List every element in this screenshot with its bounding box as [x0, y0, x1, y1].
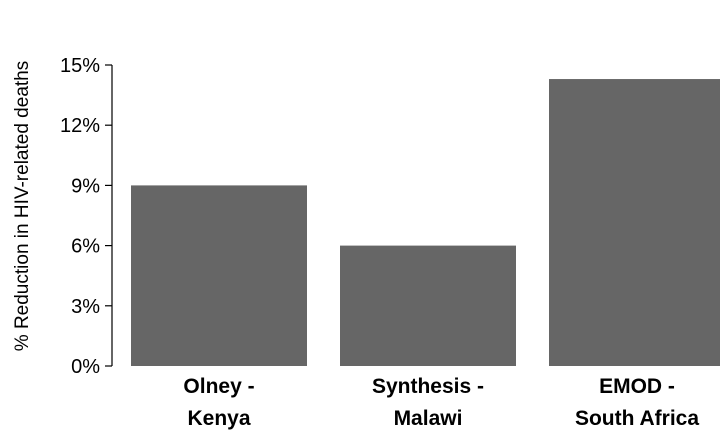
- y-axis-title: % Reduction in HIV-related deaths: [12, 61, 33, 351]
- y-tick-label: 0%: [71, 356, 100, 378]
- bar: [340, 245, 516, 366]
- x-tick-label: EMOD -: [599, 375, 675, 398]
- y-tick-label: 9%: [71, 175, 100, 197]
- y-tick-label: 12%: [60, 115, 100, 137]
- bar: [549, 79, 720, 367]
- bars: [131, 79, 720, 367]
- x-tick-label: South Africa: [575, 407, 699, 430]
- x-tick-label: Olney -: [183, 375, 254, 398]
- y-axis: 0% 3% 6% 9% 12% 15%: [60, 55, 113, 378]
- x-tick-label: Synthesis -: [372, 375, 484, 398]
- x-tick-label: Malawi: [394, 407, 463, 430]
- y-tick-label: 3%: [71, 296, 100, 318]
- y-tick-label: 15%: [60, 55, 100, 77]
- y-tick-label: 6%: [71, 236, 100, 258]
- x-tick-label: Kenya: [187, 407, 250, 430]
- bar: [131, 185, 307, 366]
- x-axis-labels: Olney - Kenya Synthesis - Malawi EMOD - South…: [183, 375, 699, 430]
